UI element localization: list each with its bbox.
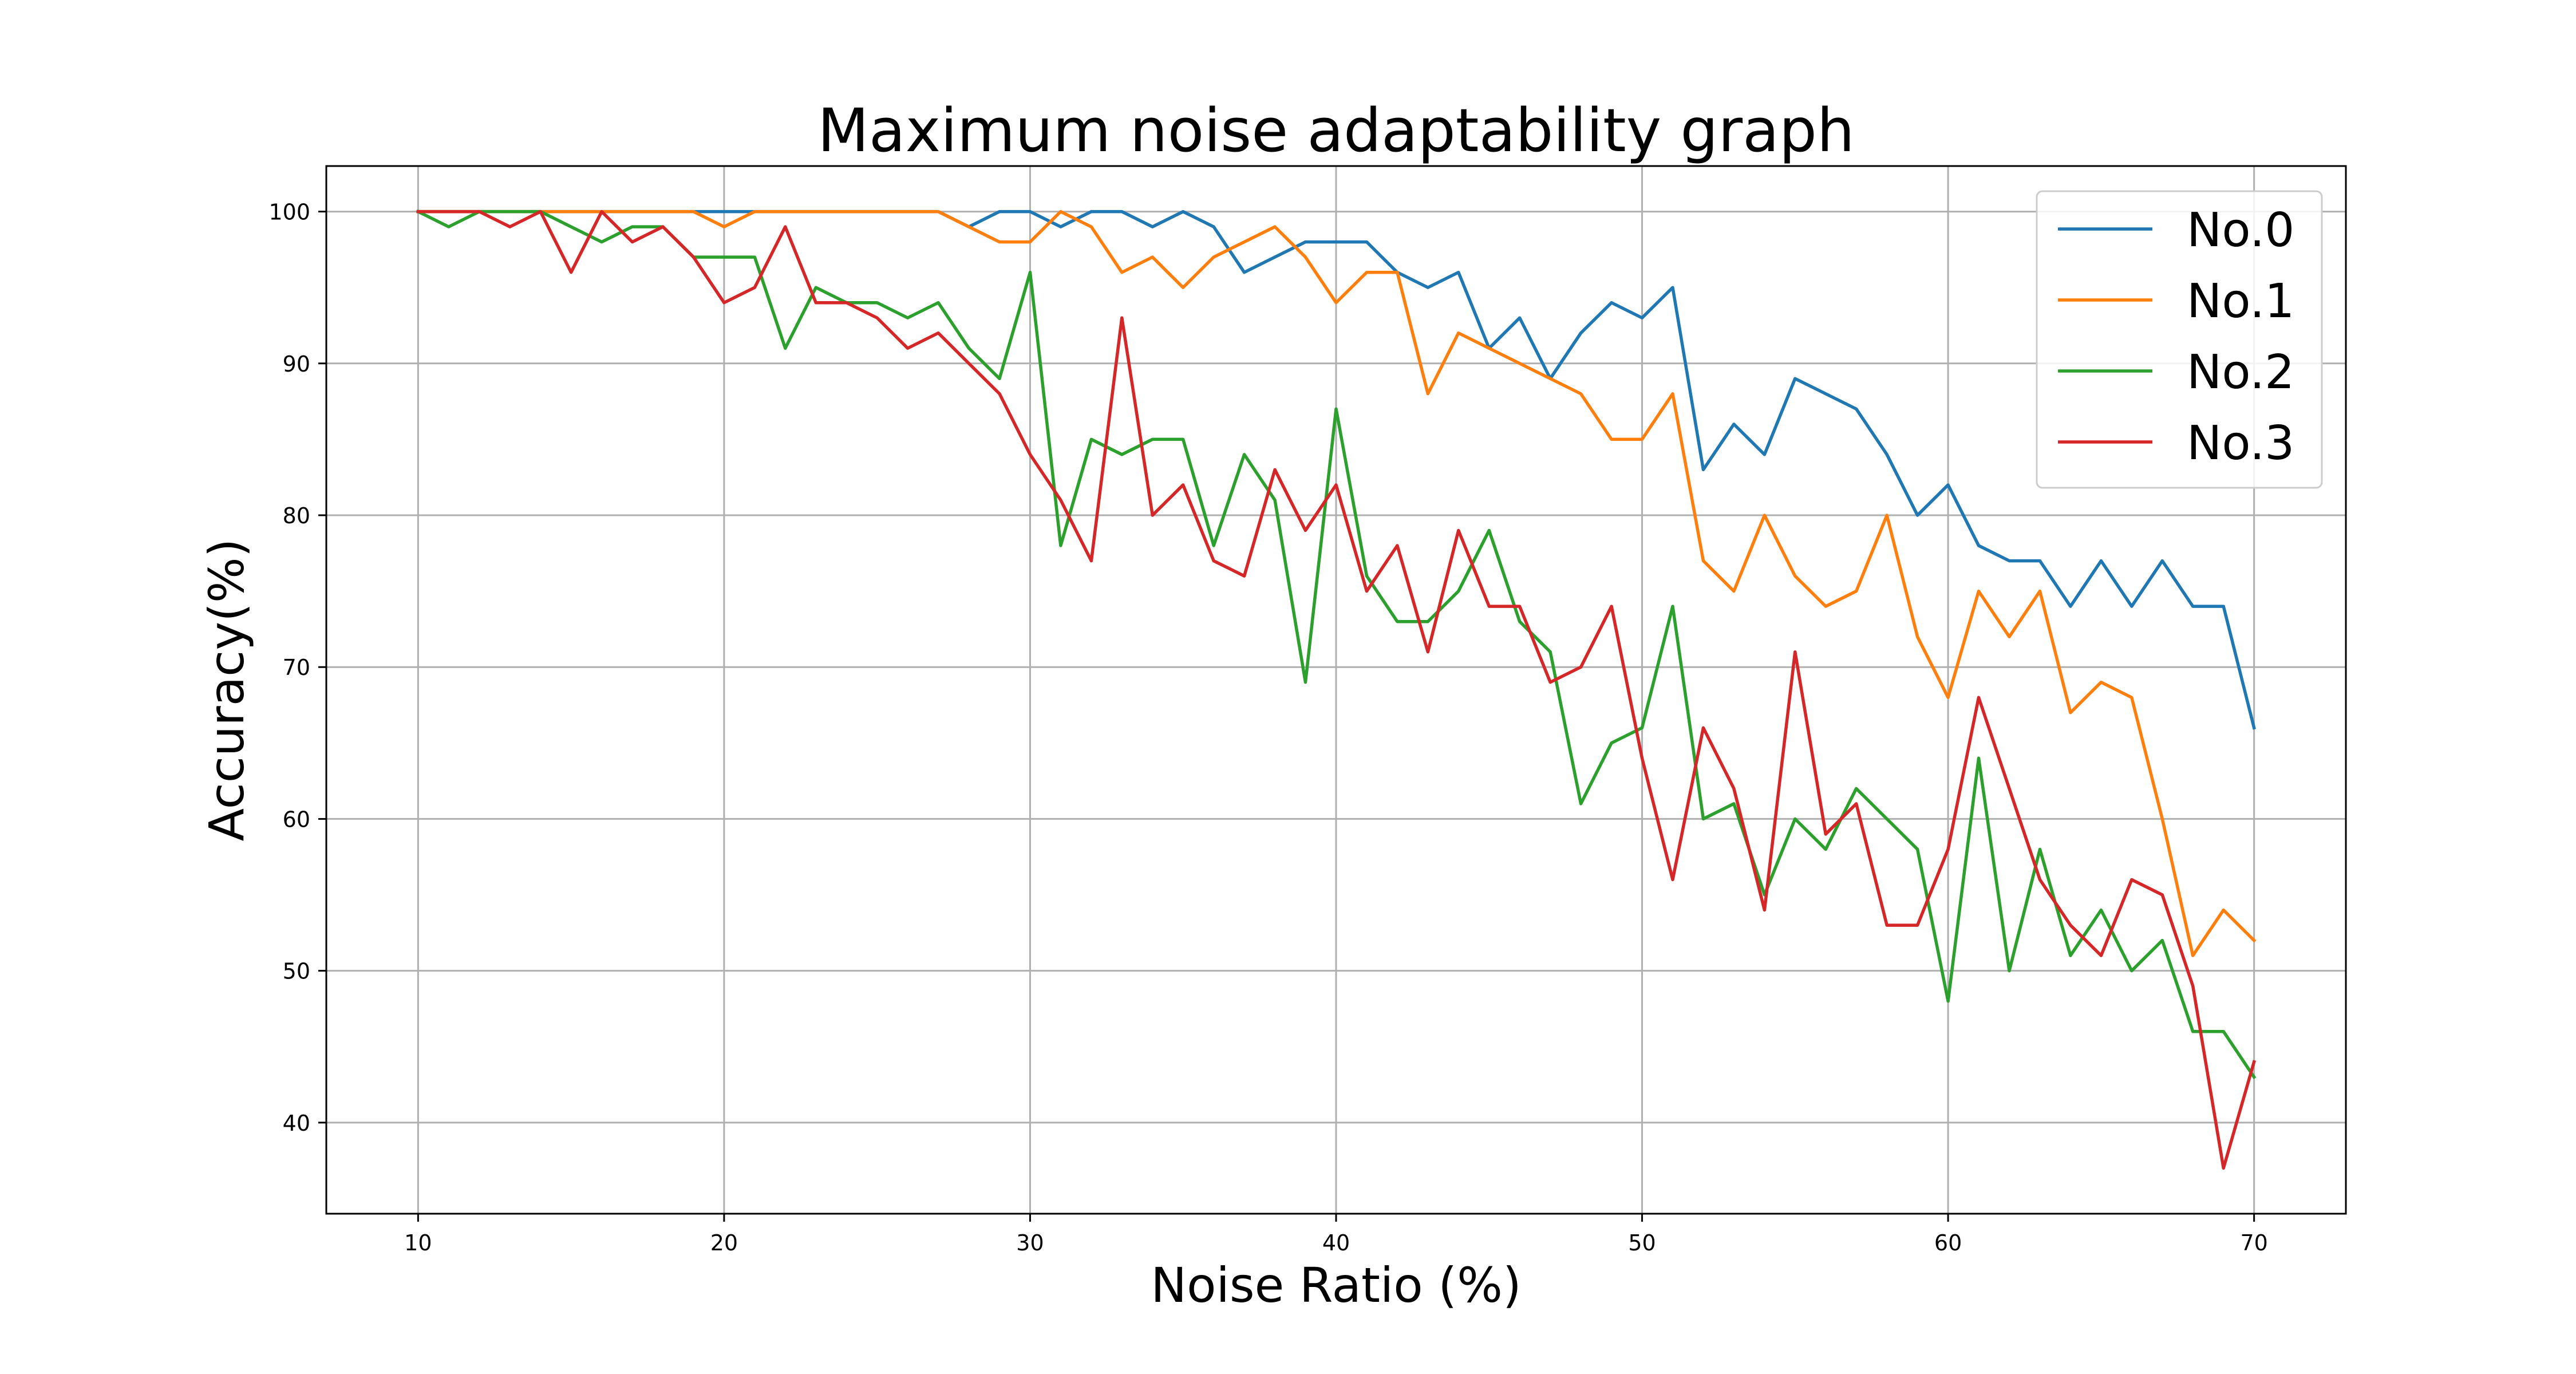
x-axis-label: Noise Ratio (%) [1151,1257,1521,1313]
x-tick-label: 70 [2240,1230,2267,1255]
series-line-no-2 [416,209,2257,1080]
x-tick-label: 50 [1628,1230,1656,1255]
y-axis-label: Accuracy(%) [199,539,255,842]
grid-lines [326,166,2346,1214]
series-line-no-3 [416,210,2257,1170]
legend-box [2036,190,2323,489]
legend-label: No.0 [2187,203,2294,258]
y-tick-label: 50 [283,959,310,984]
legend-label: No.3 [2187,416,2294,471]
x-tick-label: 30 [1016,1230,1044,1255]
x-tick-label: 60 [1934,1230,1962,1255]
y-tick-label: 80 [283,503,310,528]
x-tick-label: 10 [404,1230,432,1255]
y-tick-label: 40 [283,1111,310,1136]
chart-title: Maximum noise adaptability graph [817,96,1855,165]
y-tick-label: 90 [283,352,310,377]
legend-label: No.1 [2187,274,2294,329]
series-line-no-1 [416,210,2257,957]
series-lines [416,209,2257,1170]
legend-label: No.2 [2187,345,2294,400]
y-tick-label: 100 [268,200,310,225]
y-tick-label: 60 [283,807,310,832]
x-tick-label: 40 [1322,1230,1350,1255]
y-tick-label: 70 [283,655,310,680]
series-line-no-0 [416,210,2256,730]
x-tick-label: 20 [710,1230,738,1255]
axis-ticks: 10 20 30 40 50 60 70 40 50 60 70 80 90 100 [268,200,2267,1255]
legend: No.0 No.1 No.2 No.3 [2036,190,2323,489]
